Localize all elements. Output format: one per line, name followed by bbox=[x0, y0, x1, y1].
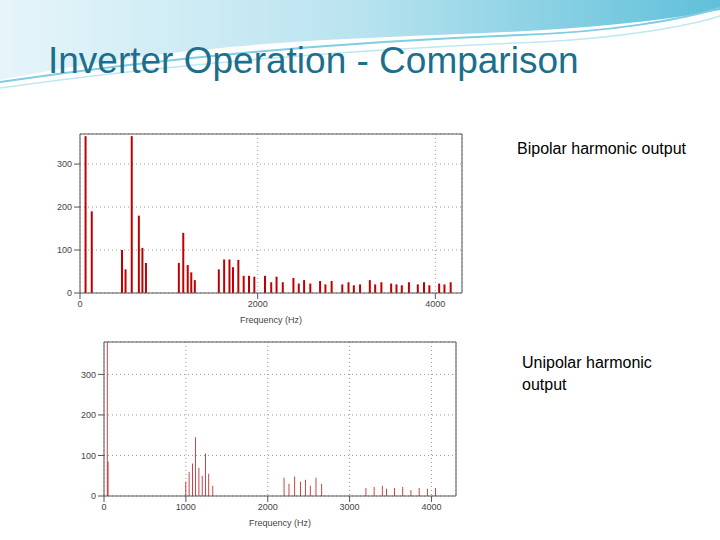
svg-text:Frequency (Hz): Frequency (Hz) bbox=[249, 518, 311, 528]
html-text:Unipolar harmonic output: Unipolar harmonic output bbox=[522, 354, 652, 393]
svg-text:4000: 4000 bbox=[421, 502, 441, 512]
svg-text:3000: 3000 bbox=[340, 502, 360, 512]
svg-text:4000: 4000 bbox=[425, 299, 445, 309]
svg-text:2000: 2000 bbox=[248, 299, 268, 309]
svg-text:2000: 2000 bbox=[258, 502, 278, 512]
svg-text:100: 100 bbox=[57, 245, 72, 255]
svg-text:300: 300 bbox=[57, 159, 72, 169]
svg-text:100: 100 bbox=[81, 451, 96, 461]
svg-text:200: 200 bbox=[57, 202, 72, 212]
svg-text:200: 200 bbox=[81, 410, 96, 420]
svg-text:0: 0 bbox=[101, 502, 106, 512]
svg-text:0: 0 bbox=[67, 288, 72, 298]
svg-text:300: 300 bbox=[81, 370, 96, 380]
svg-text:Frequency (Hz): Frequency (Hz) bbox=[240, 315, 302, 325]
html-text:Bipolar harmonic output: Bipolar harmonic output bbox=[517, 140, 686, 157]
svg-text:0: 0 bbox=[91, 491, 96, 501]
svg-text:0: 0 bbox=[77, 299, 82, 309]
svg-text:1000: 1000 bbox=[176, 502, 196, 512]
html-text:Inverter Operation - Compariso: Inverter Operation - Comparison bbox=[48, 40, 579, 81]
